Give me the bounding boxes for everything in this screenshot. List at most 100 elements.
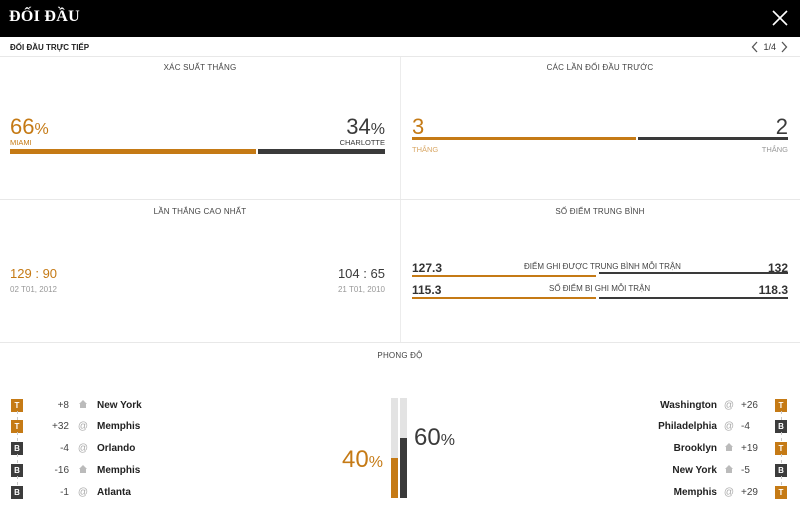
form-right-track <box>400 398 407 498</box>
divider <box>0 199 800 200</box>
form-game-row: T +32 @ Memphis <box>11 418 140 434</box>
form-game-row: B -4 @ Orlando <box>11 440 135 456</box>
avg-row-conceded: 115.3 SỐ ĐIỂM BỊ GHI MỖI TRẬN 118.3 <box>412 283 788 299</box>
biggest-win-left-date: 02 T01, 2012 <box>10 285 58 294</box>
result-badge: B <box>11 441 23 455</box>
score-value: 104 <box>337 266 360 281</box>
point-diff: -5 <box>741 464 750 476</box>
form-left-pct: 40% <box>342 446 383 474</box>
percent-sign: % <box>440 432 455 449</box>
form-connector <box>17 411 18 420</box>
point-diff: +26 <box>741 399 758 411</box>
divider <box>0 342 800 343</box>
point-diff: -1 <box>60 486 69 498</box>
prev-right-value: 2 <box>775 114 788 139</box>
chevron-right-icon[interactable] <box>780 41 788 53</box>
form-title: PHONG ĐỘ <box>377 351 423 360</box>
top-bar: ĐỐI ĐẦU <box>0 0 800 37</box>
result-badge: T <box>775 485 787 499</box>
win-prob-left: 66% <box>10 116 49 141</box>
divider <box>0 56 800 57</box>
chevron-left-icon[interactable] <box>751 41 759 53</box>
win-prob-right-value: 34 <box>346 114 371 139</box>
prev-bar-left <box>412 137 636 140</box>
form-left-track <box>391 398 398 498</box>
score-separator: : <box>363 266 367 281</box>
result-badge: T <box>11 398 23 412</box>
away-at-icon: @ <box>77 442 89 454</box>
form-game-row: B -16 Memphis <box>11 462 140 478</box>
win-prob-bar-left <box>10 149 256 154</box>
page-title: ĐỐI ĐẦU <box>9 8 80 25</box>
away-at-icon: @ <box>723 420 735 432</box>
prev-bar-right <box>638 137 788 140</box>
form-left-pct-value: 40 <box>342 446 369 473</box>
pager: 1/4 <box>751 41 788 53</box>
win-prob-left-value: 66 <box>10 114 35 139</box>
avg-row-label: ĐIỂM GHI ĐƯỢC TRUNG BÌNH MỖI TRẬN <box>524 262 681 271</box>
biggest-win-right-date: 21 T01, 2010 <box>337 285 385 294</box>
biggest-win-left-score: 129 : 90 <box>10 266 57 281</box>
sub-header: ĐỐI ĐẦU TRỰC TIẾP 1/4 <box>0 37 800 57</box>
prev-left-value: 3 <box>412 114 425 139</box>
close-icon[interactable] <box>770 8 790 28</box>
form-connector <box>781 476 782 485</box>
opponent-name: Washington <box>660 399 717 411</box>
section-label: ĐỐI ĐẦU TRỰC TIẾP <box>10 43 90 52</box>
form-game-row: New York -5 B <box>672 462 787 478</box>
opponent-name: Brooklyn <box>673 442 717 454</box>
result-badge: T <box>775 441 787 455</box>
result-badge: B <box>775 463 787 477</box>
prev-right-label: THẮNG <box>761 145 788 154</box>
form-game-row: Memphis @ +29 T <box>674 484 787 500</box>
biggest-win-title: LẦN THẮNG CAO NHẤT <box>153 207 247 216</box>
win-prob-right-team: CHARLOTTE <box>339 138 385 147</box>
score-value: 90 <box>42 266 58 281</box>
form-right-pct: 60% <box>414 426 455 452</box>
away-at-icon: @ <box>77 420 89 432</box>
page-indicator: 1/4 <box>763 42 776 52</box>
avg-bar-left <box>412 297 596 299</box>
home-icon <box>725 442 733 451</box>
point-diff: -4 <box>60 442 69 454</box>
point-diff: +8 <box>57 399 69 411</box>
score-value: 65 <box>370 266 385 281</box>
point-diff: -16 <box>54 464 69 476</box>
form-left-fill <box>391 458 398 498</box>
away-at-icon: @ <box>723 399 735 411</box>
score-separator: : <box>35 266 39 281</box>
form-connector <box>17 454 18 463</box>
biggest-win-right-score: 104 : 65 <box>338 266 385 281</box>
opponent-name: Memphis <box>97 420 141 432</box>
away-at-icon: @ <box>77 486 89 498</box>
result-badge: B <box>11 485 23 499</box>
opponent-name: Memphis <box>673 486 717 498</box>
percent-sign: % <box>368 454 383 471</box>
avg-left-value: 115.3 <box>412 283 442 297</box>
opponent-name: New York <box>97 399 142 411</box>
win-probability-title: XÁC SUẤT THẮNG <box>163 63 237 72</box>
score-value: 129 <box>10 266 32 281</box>
opponent-name: Memphis <box>97 464 141 476</box>
home-icon <box>79 464 87 473</box>
form-game-row: Washington @ +26 T <box>660 397 787 413</box>
home-icon <box>79 399 87 408</box>
avg-right-value: 118.3 <box>758 283 788 297</box>
opponent-name: Philadelphia <box>658 420 717 432</box>
avg-bar-right <box>599 272 788 274</box>
percent-sign: % <box>370 121 385 138</box>
point-diff: +32 <box>52 420 69 432</box>
win-prob-right: 34% <box>346 116 385 141</box>
average-points-title: SỐ ĐIỂM TRUNG BÌNH <box>555 207 645 216</box>
avg-bar-left <box>412 275 596 277</box>
form-game-row: Brooklyn +19 T <box>674 440 787 456</box>
form-connector <box>17 476 18 485</box>
form-game-row: B -1 @ Atlanta <box>11 484 131 500</box>
opponent-name: Atlanta <box>97 486 131 498</box>
win-prob-bar-right <box>258 149 385 154</box>
away-at-icon: @ <box>723 486 735 498</box>
point-diff: -4 <box>741 420 750 432</box>
form-connector <box>781 432 782 441</box>
percent-sign: % <box>34 121 49 138</box>
form-connector <box>17 432 18 441</box>
